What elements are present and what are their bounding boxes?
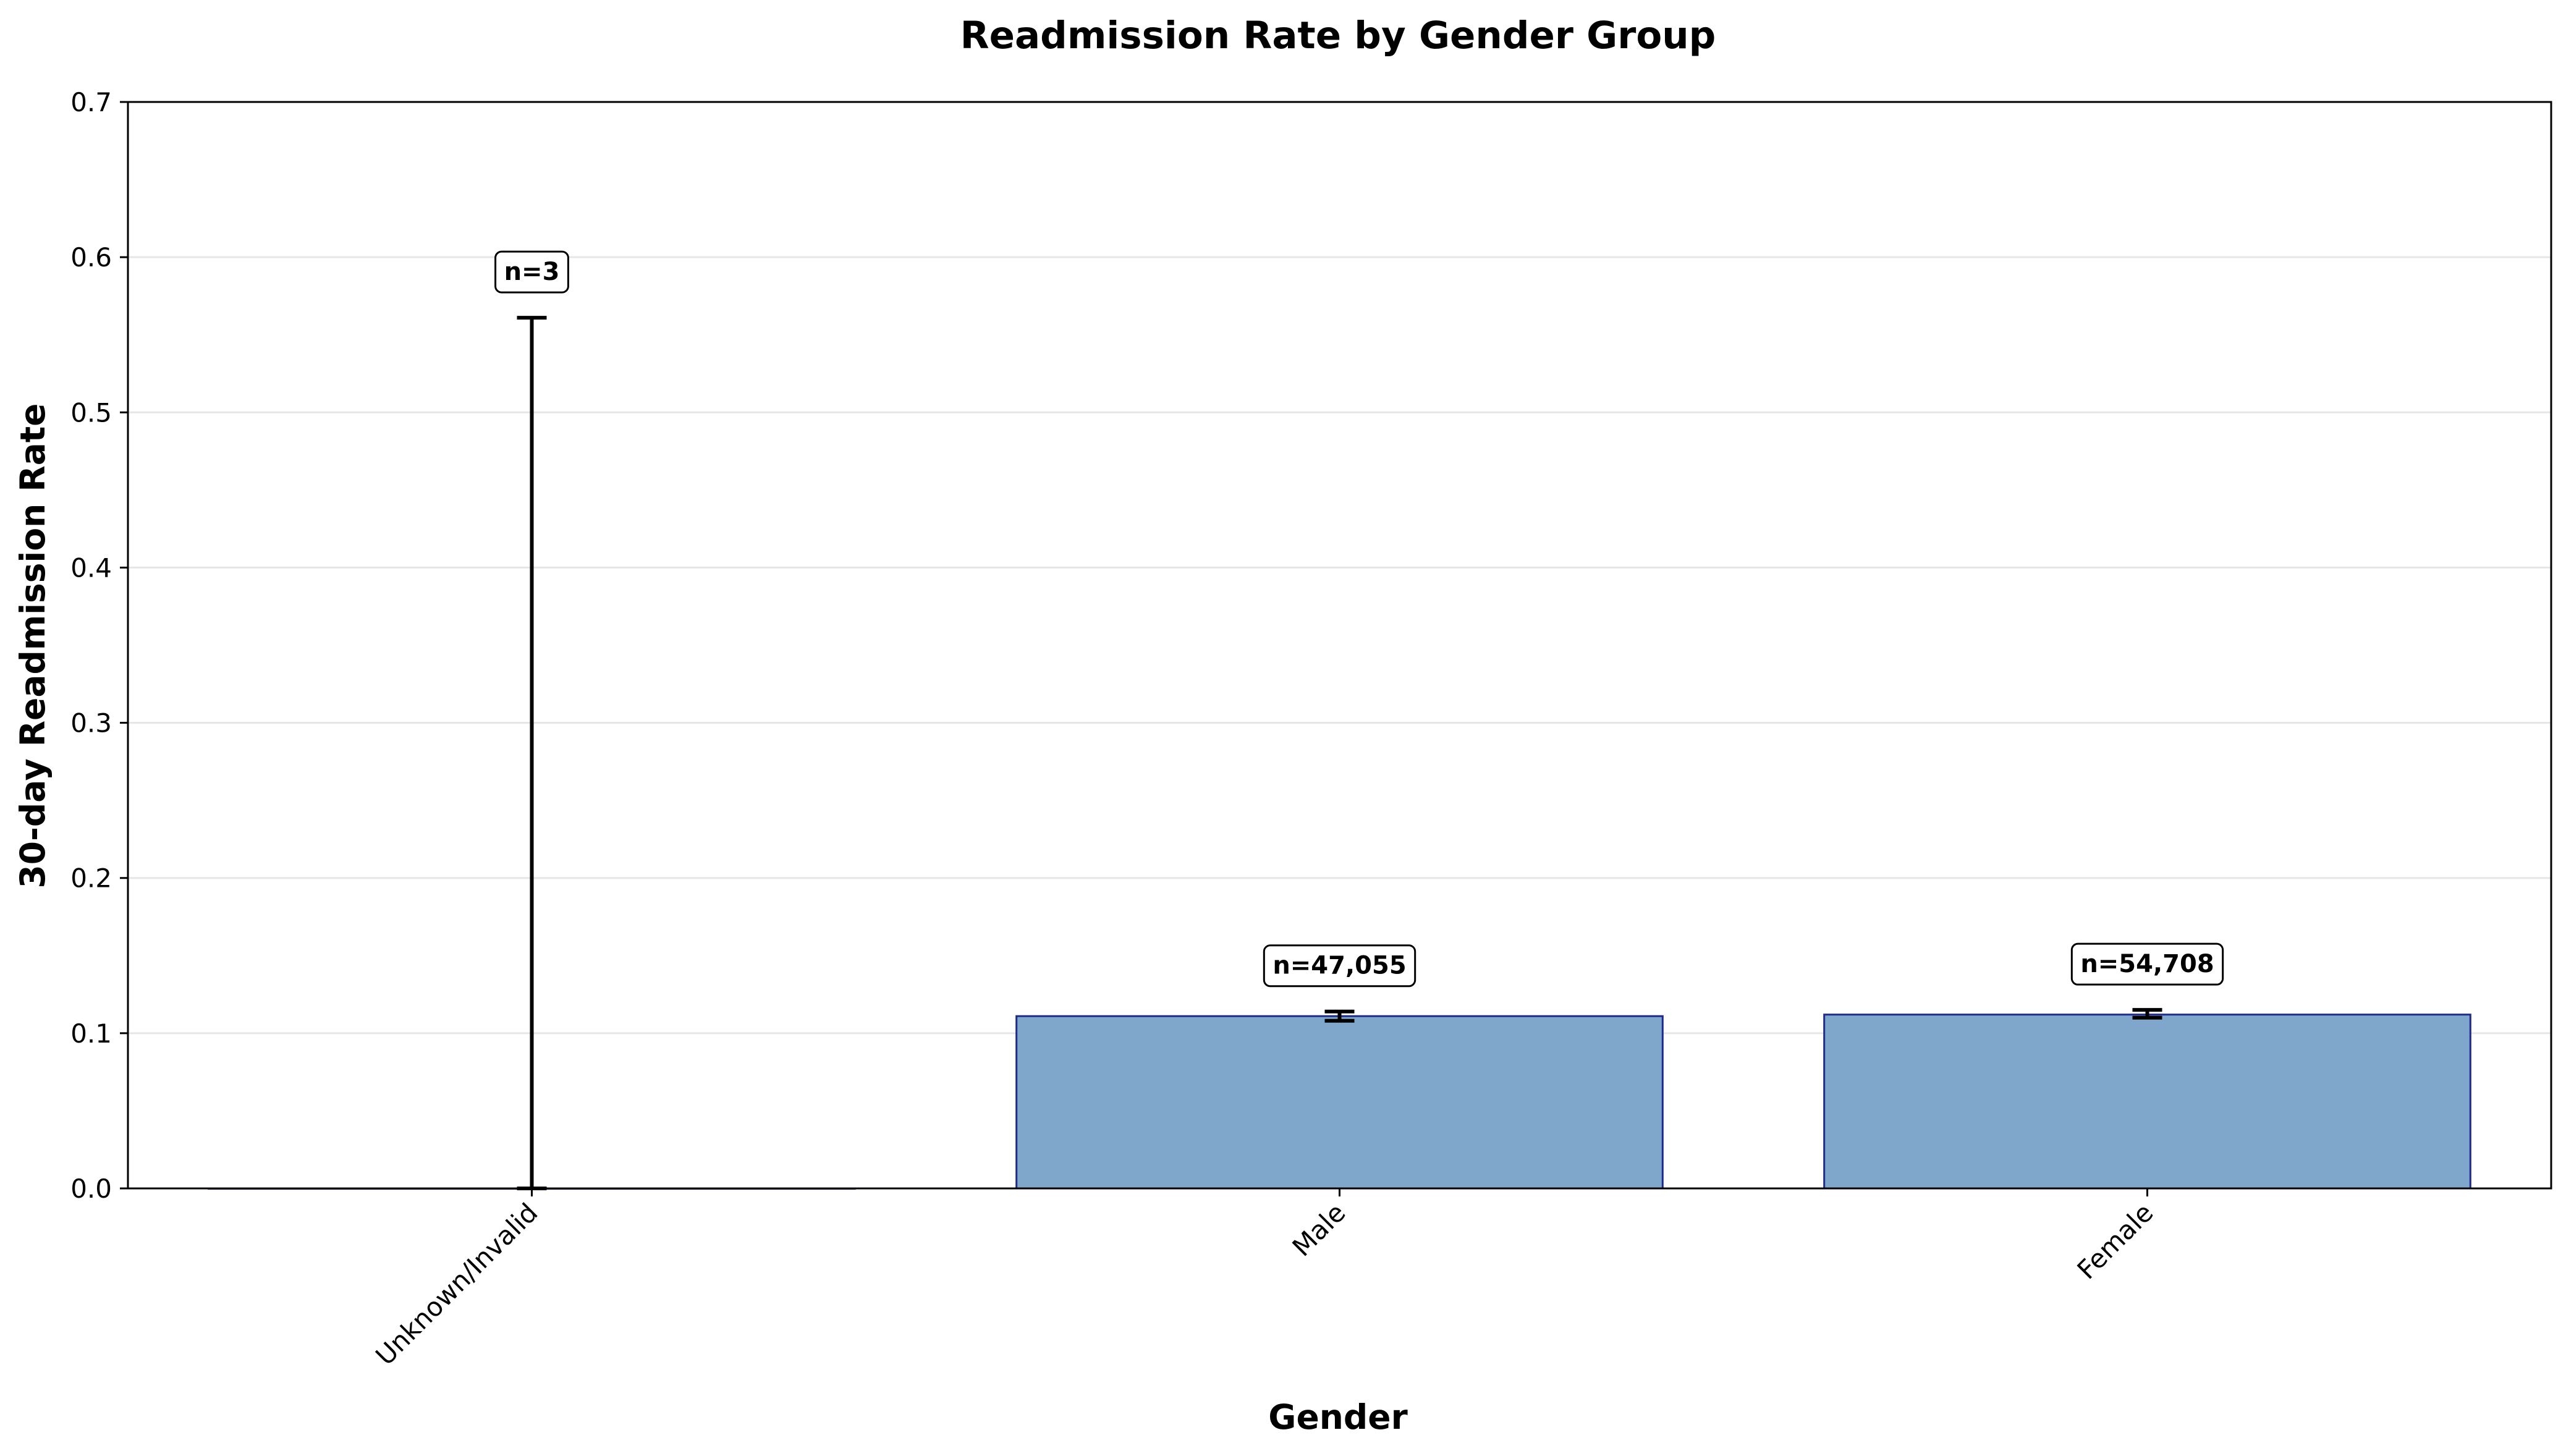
chart-title: Readmission Rate by Gender Group	[960, 14, 1716, 57]
sample-size-annotation: n=54,708	[2070, 942, 2224, 986]
y-axis-ticks: 0.0 0.1 0.2 0.3 0.4 0.5 0.6 0.7	[70, 87, 128, 1204]
y-tick-label: 0.6	[70, 242, 112, 273]
annotation-text: n=3	[504, 258, 560, 286]
annotation-text: n=47,055	[1272, 952, 1406, 980]
sample-size-labels: n=3 n=47,055 n=54,708	[494, 250, 2224, 988]
annotation-box	[494, 250, 569, 294]
x-axis-label: Gender	[1268, 1397, 1407, 1437]
annotation-box	[1263, 944, 1416, 988]
x-axis-ticks: Unknown/Invalid Male Female	[370, 1188, 2159, 1371]
y-tick-label: 0.7	[70, 87, 112, 117]
sample-size-annotation: n=3	[494, 250, 569, 294]
x-tick-label: Unknown/Invalid	[370, 1197, 543, 1371]
y-tick-label: 0.1	[70, 1018, 112, 1049]
y-tick-label: 0.5	[70, 397, 112, 428]
bar-female	[1823, 1014, 2471, 1190]
annotation-box	[2070, 942, 2224, 986]
y-tick-label: 0.0	[70, 1174, 112, 1204]
bars	[208, 1014, 2471, 1190]
x-tick-label: Female	[2072, 1197, 2159, 1285]
sample-size-annotation: n=47,055	[1263, 944, 1416, 988]
y-tick-label: 0.2	[70, 863, 112, 894]
y-axis-label: 30-day Readmission Rate	[13, 404, 53, 889]
y-tick-label: 0.3	[70, 708, 112, 739]
annotation-text: n=54,708	[2080, 950, 2214, 978]
bar-male	[1015, 1015, 1664, 1190]
y-tick-label: 0.4	[70, 552, 112, 583]
x-tick-label: Male	[1287, 1197, 1352, 1262]
